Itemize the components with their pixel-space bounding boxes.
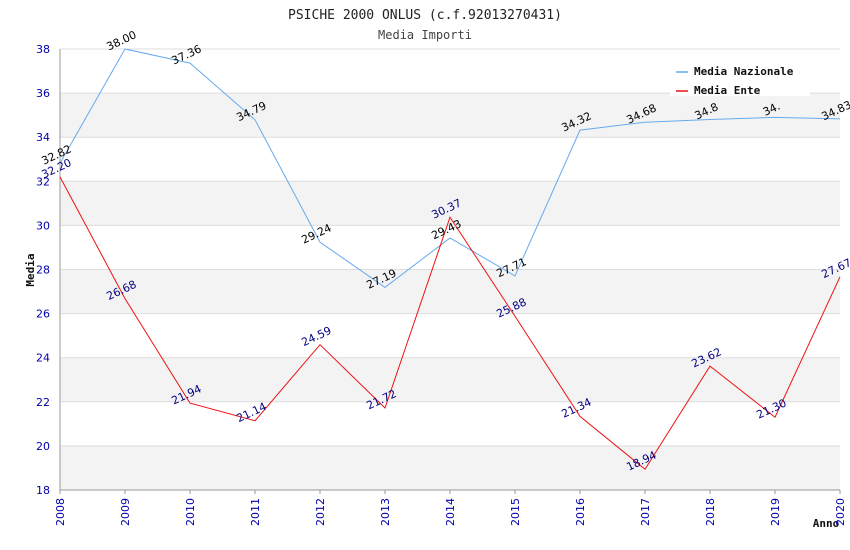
- x-tick-label: 2017: [639, 498, 652, 526]
- y-tick-label: 26: [36, 308, 50, 321]
- legend-box: [670, 60, 810, 96]
- x-axis-label: Anno: [813, 517, 840, 530]
- x-tick-label: 2010: [184, 498, 197, 526]
- x-tick-label: 2020: [834, 498, 847, 526]
- background-band: [60, 357, 840, 402]
- y-tick-label: 32: [36, 175, 50, 188]
- x-tick-label: 2012: [314, 498, 327, 526]
- background-band: [60, 401, 840, 446]
- x-tick-label: 2019: [769, 498, 782, 526]
- y-tick-label: 34: [36, 131, 50, 144]
- background-band: [60, 269, 840, 314]
- x-tick-label: 2016: [574, 498, 587, 526]
- x-tick-label: 2009: [119, 498, 132, 526]
- x-tick-label: 2018: [704, 498, 717, 526]
- x-tick-label: 2008: [54, 498, 67, 526]
- y-tick-label: 28: [36, 264, 50, 277]
- x-tick-label: 2015: [509, 498, 522, 526]
- plot-background-bands: [60, 49, 840, 490]
- y-tick-label: 24: [36, 352, 50, 365]
- chart-subtitle: Media Importi: [378, 28, 472, 42]
- series-line-media-nazionale: [59, 48, 841, 288]
- series-line-media-ente: [59, 176, 841, 471]
- background-band: [60, 225, 840, 270]
- x-tick-label: 2014: [444, 498, 457, 526]
- y-tick-label: 30: [36, 219, 50, 232]
- y-tick-label: 20: [36, 440, 50, 453]
- y-tick-label: 18: [36, 484, 50, 497]
- legend-label-media-nazionale: Media Nazionale: [694, 65, 794, 78]
- x-tick-label: 2013: [379, 498, 392, 526]
- chart-title: PSICHE 2000 ONLUS (c.f.92013270431): [288, 8, 562, 23]
- x-tick-label: 2011: [249, 498, 262, 526]
- background-band: [60, 93, 840, 138]
- background-band: [60, 313, 840, 358]
- y-axis-label: Media: [24, 253, 37, 286]
- legend: Media Nazionale Media Ente: [670, 60, 810, 97]
- y-tick-labels: 18 20 22 24 26 28 30 32 34 36 38: [36, 43, 50, 497]
- legend-label-media-ente: Media Ente: [694, 84, 761, 97]
- background-band: [60, 137, 840, 182]
- series-lines: [59, 48, 841, 471]
- y-tick-label: 36: [36, 87, 50, 100]
- background-band: [60, 445, 840, 490]
- y-tick-label: 38: [36, 43, 50, 56]
- y-tick-label: 22: [36, 396, 50, 409]
- x-tick-labels: 2008 2009 2010 2011 2012 2013 2014 2015 2016 2017…: [54, 490, 847, 526]
